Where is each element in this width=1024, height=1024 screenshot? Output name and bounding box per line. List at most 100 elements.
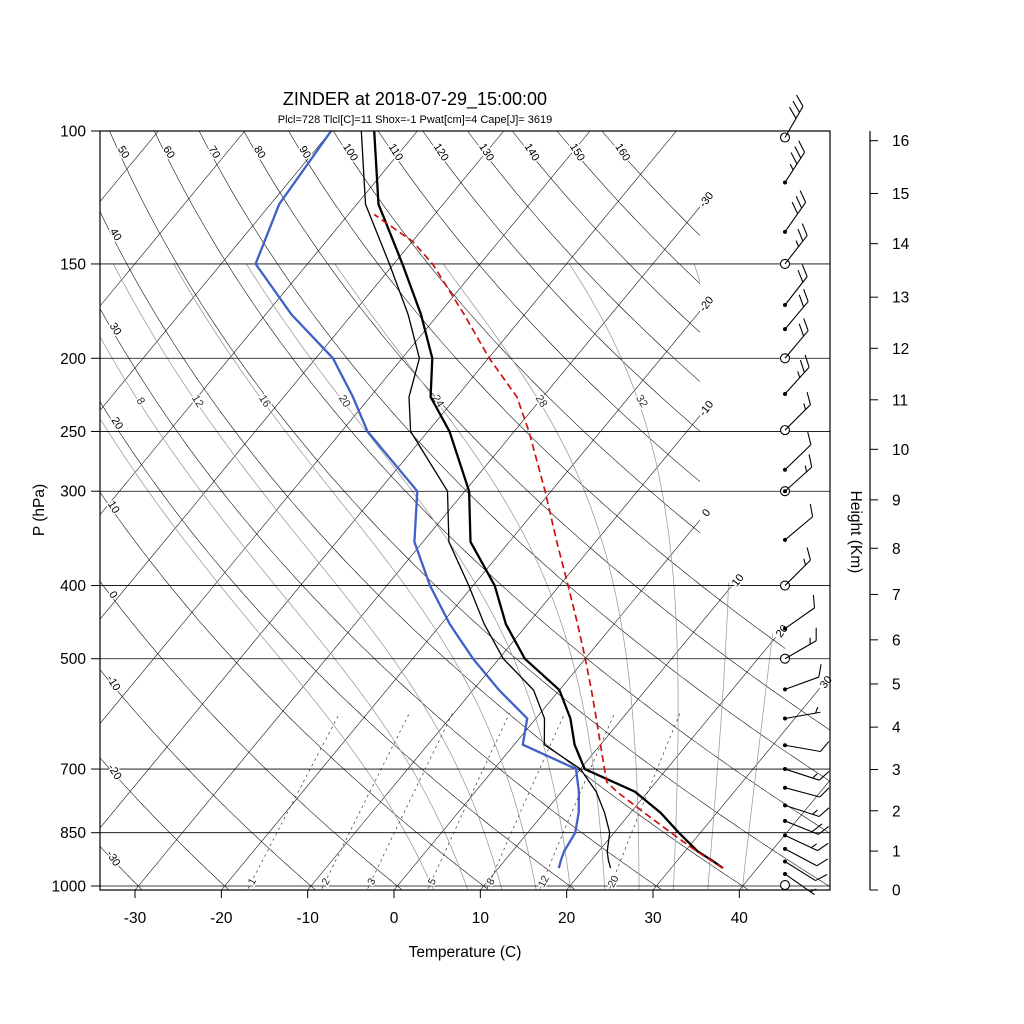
dry-adiabat-label: 50	[115, 144, 132, 161]
dry-adiabat-line	[154, 131, 830, 890]
barb-feather	[791, 201, 799, 215]
height-tick-label: 6	[892, 632, 901, 649]
dry-adiabat-label: -30	[104, 849, 123, 869]
barb-feather	[801, 264, 808, 277]
plot-border	[99, 130, 831, 891]
barb-staff	[784, 640, 817, 660]
y-axis-title: P (hPa)	[31, 484, 48, 536]
dry-adiabat-label: 30	[107, 321, 124, 338]
isotherm-line	[100, 131, 245, 890]
pressure-tick-label: 250	[60, 424, 86, 441]
mixing-ratio-label: 12	[536, 873, 552, 889]
barb-feather	[818, 771, 830, 781]
mixing-ratio-label: 1	[246, 876, 259, 887]
pressure-tick-label: 1000	[52, 879, 87, 896]
sounding-curves	[254, 131, 724, 870]
pressure-tick-label: 400	[60, 578, 86, 595]
dry-adiabat-label: 0	[106, 589, 119, 601]
barb-feather	[796, 94, 804, 107]
barb-feather	[794, 146, 802, 159]
barb-staff	[784, 861, 816, 882]
height-tick-label: 14	[892, 236, 910, 253]
barb-feather	[816, 858, 829, 867]
barb-staff	[784, 804, 820, 818]
isotherm-label: 0	[700, 507, 713, 519]
dry-adiabat-line	[422, 131, 830, 890]
mixing-ratio-line	[486, 712, 566, 889]
barb-feather	[812, 594, 816, 608]
pressure-tick-label: 700	[60, 762, 86, 779]
barb-staff	[784, 151, 806, 183]
barb-feather	[818, 807, 830, 817]
dewpoint-curve	[254, 131, 581, 869]
moist-adiabat-line	[113, 263, 503, 890]
wind-barb	[783, 818, 829, 835]
mixing-ratio-line	[539, 712, 615, 889]
barb-feather	[799, 359, 805, 373]
barb-staff	[784, 301, 809, 330]
wind-barb	[783, 785, 830, 798]
dry-adiabat-label: 80	[251, 144, 268, 161]
barb-half-feather	[812, 773, 818, 779]
x-axis-title: Temperature (C)	[409, 944, 522, 961]
height-tick-label: 9	[892, 492, 901, 509]
chart-title: ZINDER at 2018-07-29_15:00:00	[283, 89, 547, 110]
barb-feather	[806, 547, 811, 561]
dry-adiabat-line	[100, 131, 418, 890]
barb-feather	[817, 842, 829, 852]
height-tick-label: 3	[892, 762, 901, 779]
wind-barb	[779, 454, 813, 497]
parcel-path-curve	[373, 213, 724, 869]
isotherm-line	[480, 131, 830, 890]
barb-feather	[811, 823, 823, 833]
mixing-ratio-label: 5	[426, 876, 439, 887]
dry-adiabat-line	[243, 131, 830, 890]
barb-feather	[809, 503, 814, 517]
mixing-ratio-label: 8	[484, 876, 497, 887]
barb-feather	[797, 228, 804, 242]
isotherm-label: 20	[774, 623, 791, 640]
barb-staff	[784, 235, 808, 265]
dry-adiabat-line	[100, 131, 505, 890]
dry-adiabat-line	[377, 131, 830, 890]
barb-staff	[784, 873, 815, 896]
wind-barb	[783, 859, 828, 882]
pressure-tick-label: 100	[60, 124, 86, 141]
dry-adiabat-line	[100, 131, 330, 890]
temperature-tick-label: 20	[558, 910, 576, 927]
barb-feather	[815, 873, 828, 882]
mixing-ratio-label: 20	[606, 873, 622, 889]
barb-feather	[798, 294, 805, 308]
height-tick-label: 8	[892, 541, 901, 558]
wind-barb	[779, 223, 808, 269]
isotherm-line	[739, 131, 830, 890]
barb-feather	[797, 269, 804, 283]
barb-staff	[784, 820, 819, 835]
dry-adiabat-label: -20	[105, 762, 124, 782]
isotherm-line	[566, 131, 830, 890]
wind-barb	[783, 140, 806, 185]
moist-adiabat-line	[693, 263, 730, 890]
dry-adiabat-label: 120	[431, 141, 451, 163]
barb-half-feather	[795, 240, 800, 247]
temperature-tick-label: -30	[124, 910, 147, 927]
dry-adiabat-line	[100, 131, 768, 890]
mixing-ratio-line	[427, 712, 511, 889]
barb-staff	[784, 559, 811, 586]
chart-subtitle: Plcl=728 Tlcl[C]=11 Shox=-1 Pwat[cm]=4 C…	[278, 114, 552, 126]
dry-adiabat-line	[467, 131, 830, 890]
dry-adiabat-line	[100, 131, 593, 890]
wind-barb	[783, 706, 821, 721]
mixing-ratio-line	[609, 712, 681, 889]
temperature-tick-label: -10	[296, 910, 319, 927]
pressure-tick-label: 300	[60, 484, 86, 501]
pressure-tick-label: 850	[60, 825, 86, 842]
height-tick-label: 2	[892, 803, 901, 820]
temperature-tick-label: -20	[210, 910, 233, 927]
isotherm-line	[134, 131, 763, 890]
barb-feather	[803, 318, 809, 331]
barb-staff	[784, 834, 818, 852]
dry-adiabat-line	[198, 131, 830, 890]
